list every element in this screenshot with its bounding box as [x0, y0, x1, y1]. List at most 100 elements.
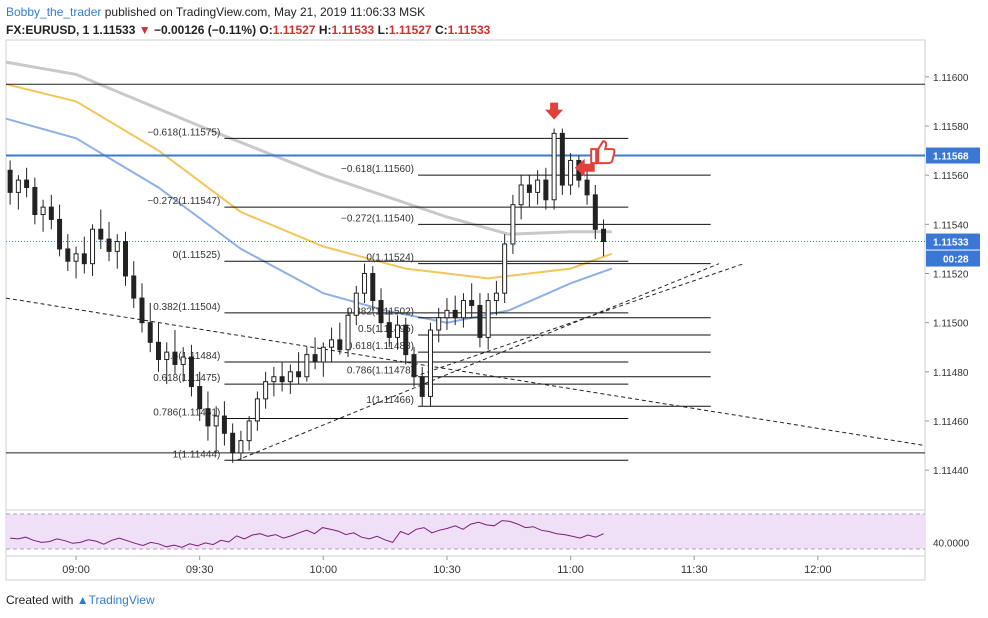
candle-body: [312, 354, 318, 363]
candle-body: [123, 241, 129, 277]
candle-body: [551, 132, 557, 201]
symbol-name: FX:EURUSD, 1: [6, 23, 90, 37]
fib-level-label: 1(1.11444): [173, 449, 221, 460]
fib-level-label: −0.618(1.11560): [341, 164, 414, 175]
fib-level-label: 0(1.11525): [173, 250, 221, 261]
candle-body: [230, 432, 236, 454]
publish-text: published on TradingView.com, May 21, 20…: [104, 5, 426, 19]
level-label: 1.11568: [933, 152, 969, 163]
candle-body: [304, 354, 310, 378]
y-tick-label: 1.11580: [933, 122, 969, 133]
thumbs-up-icon: [590, 140, 616, 165]
candle-body: [584, 179, 590, 196]
candle-body: [40, 206, 46, 216]
moving-average-line: [5, 83, 613, 280]
candle-body: [172, 351, 178, 365]
candle-body: [370, 273, 376, 302]
grid-lines: [5, 39, 926, 581]
candle-body: [180, 356, 186, 365]
x-tick-label: 10:30: [433, 564, 461, 576]
candle-body: [287, 371, 293, 383]
low-value: 1.11527: [388, 23, 432, 37]
candle-body: [188, 356, 194, 388]
candle-body: [502, 243, 508, 294]
candle-body: [535, 179, 541, 193]
axes: 1.11600 1.11580 1.11560 1.11540 1.11520 1.115…: [62, 73, 980, 576]
candle-body: [238, 440, 244, 454]
author-name[interactable]: Bobby_the_trader: [6, 5, 102, 19]
candle-body: [106, 238, 112, 252]
candle-body: [460, 300, 466, 319]
x-tick-label: 12:00: [804, 564, 832, 576]
candle-body: [493, 292, 499, 302]
footer-brand[interactable]: TradingView: [88, 593, 155, 607]
open-value: 1.11527: [272, 23, 316, 37]
fibonacci-levels: −0.618(1.11575) −0.272(1.11547) 0(1.11525)…: [147, 127, 711, 461]
y-tick-label: 1.11600: [933, 73, 969, 84]
fib-level-label: 0.786(1.11461): [153, 408, 220, 419]
fib-level-label: 1(1.11466): [366, 395, 414, 406]
candle-body: [543, 179, 549, 201]
open-label: O:: [259, 23, 273, 37]
candle-body: [32, 186, 38, 216]
plot-frame: [5, 39, 926, 581]
candle-body: [395, 324, 401, 338]
candle-body: [90, 228, 96, 265]
x-tick-label: 11:30: [681, 564, 708, 576]
candle-body: [386, 322, 392, 338]
high-value: 1.11533: [331, 23, 375, 37]
fib-level-label: −0.618(1.11575): [147, 127, 220, 138]
moving-average-line: [5, 60, 612, 236]
y-tick-label: 1.11460: [933, 417, 969, 428]
moving-average-line: [5, 117, 613, 324]
candle-body: [81, 253, 87, 265]
y-tick-label: 1.11480: [933, 368, 969, 379]
candle-body: [419, 376, 425, 397]
rsi-band: [6, 514, 925, 549]
candle-body: [559, 132, 565, 186]
candle-body: [7, 169, 13, 193]
fib-level-label: 0(1.11524): [366, 253, 414, 264]
fib-level-label: 0.5(1.11484): [164, 351, 220, 362]
candle-body: [213, 415, 219, 427]
x-tick-label: 10:00: [310, 564, 338, 576]
candle-body: [254, 398, 260, 422]
candle-body: [601, 228, 607, 243]
candle-body: [279, 376, 285, 383]
candle-body: [221, 415, 227, 434]
fib-level-label: 0.786(1.11478): [347, 366, 414, 377]
dashed-trendline: [236, 263, 720, 461]
y-tick-label: 1.11500: [933, 319, 969, 330]
low-label: L:: [377, 23, 389, 37]
candle-body: [271, 376, 277, 383]
fib-level-label: 0.618(1.11475): [153, 373, 220, 384]
candle-body: [568, 159, 574, 186]
candle-body: [147, 322, 153, 343]
candle-body: [15, 179, 21, 193]
candle-body: [48, 206, 54, 220]
publish-info: Bobby_the_trader published on TradingVie…: [6, 5, 425, 19]
x-tick-label: 09:30: [186, 564, 214, 576]
candle-body: [452, 309, 458, 319]
candle-body: [362, 273, 368, 294]
countdown-badge: [926, 250, 980, 267]
candle-body: [485, 300, 491, 338]
candle-body: [57, 218, 63, 250]
fib-level-label: 0.5(1.11495): [358, 324, 414, 335]
candle-body: [24, 179, 30, 188]
candle-body: [73, 253, 79, 262]
candle-body: [353, 292, 359, 316]
candle-body: [197, 386, 203, 410]
candle-body: [65, 248, 71, 262]
y-tick-label: 1.11560: [933, 171, 969, 182]
candle-body: [427, 329, 433, 397]
candle-body: [526, 184, 532, 193]
candle-body: [469, 300, 475, 306]
candle-body: [477, 304, 483, 338]
candle-body: [131, 275, 137, 299]
candle-body: [411, 354, 417, 378]
trendlines: [5, 263, 926, 461]
down-arrow-icon: ▼: [138, 23, 151, 37]
